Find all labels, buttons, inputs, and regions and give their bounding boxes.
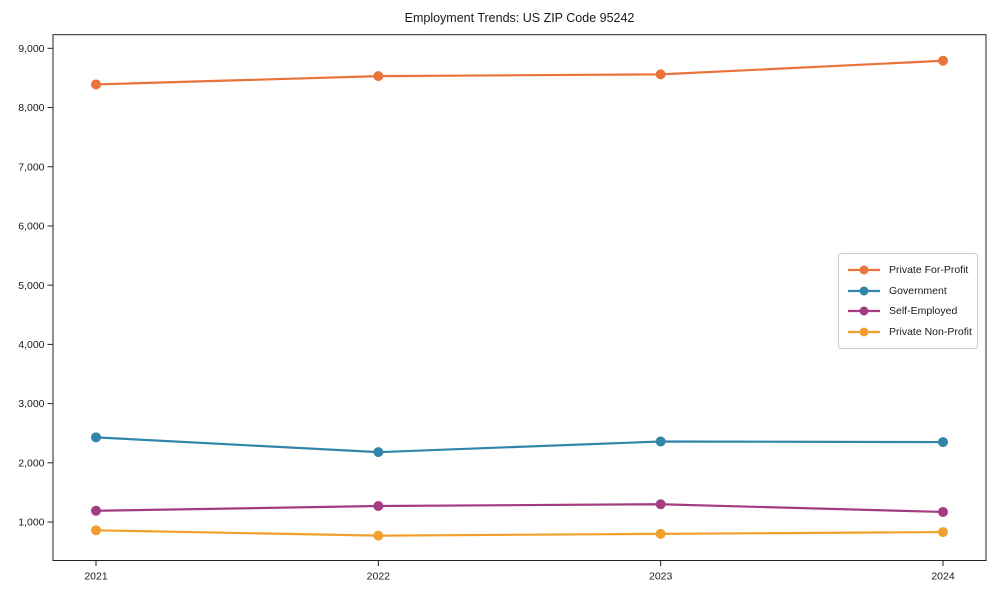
legend-marker-icon xyxy=(848,286,880,296)
series-line-private-non-profit xyxy=(94,529,945,537)
x-axis-tick-label: 2021 xyxy=(84,571,108,583)
data-point-government-2024 xyxy=(938,437,948,448)
axes-box xyxy=(52,34,987,561)
data-point-private-non-profit-2023 xyxy=(655,528,666,539)
data-point-private-non-profit-2021 xyxy=(91,525,101,536)
x-axis-tick-label: 2023 xyxy=(649,571,673,583)
legend-item-private-for-profit: Private For-Profit xyxy=(847,260,969,281)
data-point-self-employed-2024 xyxy=(938,506,948,517)
legend-label: Private Non-Profit xyxy=(889,325,972,338)
y-axis-tick-label: 6,000 xyxy=(18,221,44,233)
legend-marker-icon xyxy=(848,265,880,275)
legend-marker-icon xyxy=(848,306,880,316)
data-point-private-for-profit-2023 xyxy=(655,69,666,80)
y-axis-tick-label: 7,000 xyxy=(18,161,44,173)
y-axis-tick-label: 1,000 xyxy=(18,517,44,529)
legend-item-government: Government xyxy=(847,281,969,302)
data-point-private-for-profit-2024 xyxy=(938,55,948,66)
x-axis-tick-label: 2022 xyxy=(367,571,391,583)
y-axis-tick-label: 3,000 xyxy=(18,398,44,410)
data-point-private-non-profit-2024 xyxy=(938,527,948,538)
y-axis-tick-label: 4,000 xyxy=(18,339,44,351)
y-axis-tick-label: 5,000 xyxy=(18,280,44,292)
x-axis-tick-label: 2024 xyxy=(931,571,955,583)
data-point-self-employed-2021 xyxy=(91,505,101,516)
series-line-private-for-profit xyxy=(94,59,945,86)
y-axis-tick-label: 2,000 xyxy=(18,457,44,469)
legend-label: Self-Employed xyxy=(889,305,958,318)
data-point-self-employed-2023 xyxy=(655,499,666,510)
series-line-government xyxy=(94,436,945,454)
chart-title: Employment Trends: US ZIP Code 95242 xyxy=(404,11,635,25)
data-point-private-for-profit-2021 xyxy=(91,79,101,90)
series-line-self-employed xyxy=(94,503,945,514)
data-point-self-employed-2022 xyxy=(373,501,384,512)
data-point-government-2023 xyxy=(655,436,666,447)
data-point-private-for-profit-2022 xyxy=(373,71,384,82)
y-axis-tick-label: 9,000 xyxy=(18,43,44,55)
legend-item-self-employed: Self-Employed xyxy=(847,301,969,322)
data-point-government-2022 xyxy=(373,447,384,458)
legend-marker-icon xyxy=(848,327,880,337)
legend-label: Government xyxy=(889,284,947,297)
legend: Private For-Profit Government Self-Employe… xyxy=(838,253,978,349)
data-point-private-non-profit-2022 xyxy=(373,530,384,541)
legend-item-private-non-profit: Private Non-Profit xyxy=(847,322,972,343)
y-axis-tick-label: 8,000 xyxy=(18,102,44,114)
legend-label: Private For-Profit xyxy=(889,264,969,277)
data-point-government-2021 xyxy=(91,432,101,443)
